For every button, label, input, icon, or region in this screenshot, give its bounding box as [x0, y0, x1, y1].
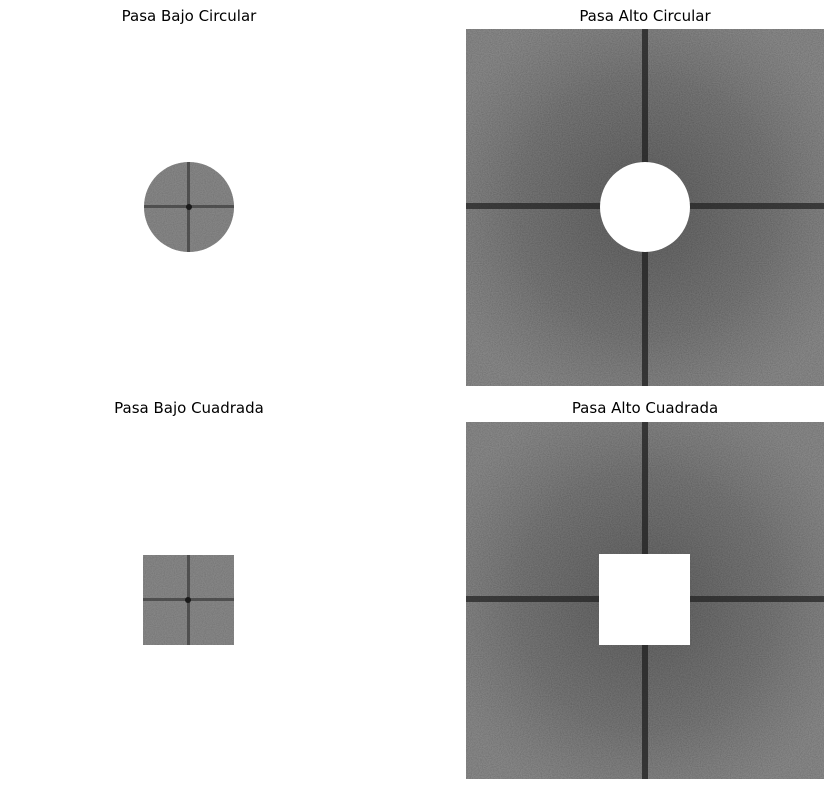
- image-highpass-square: [466, 422, 824, 779]
- panel-title-lowpass-circular: Pasa Bajo Circular: [121, 7, 257, 25]
- lowpass-square-region: [143, 555, 234, 645]
- highpass-circle-mask: [600, 162, 690, 252]
- image-lowpass-square: [10, 422, 368, 779]
- lowpass-circle-region: [144, 162, 234, 252]
- image-highpass-circular: [466, 29, 824, 386]
- image-lowpass-circular: [10, 29, 368, 386]
- highpass-square-mask: [599, 554, 690, 645]
- panel-title-highpass-circular: Pasa Alto Circular: [579, 7, 711, 25]
- panel-title-lowpass-square: Pasa Bajo Cuadrada: [114, 399, 264, 417]
- panel-title-highpass-square: Pasa Alto Cuadrada: [571, 399, 719, 417]
